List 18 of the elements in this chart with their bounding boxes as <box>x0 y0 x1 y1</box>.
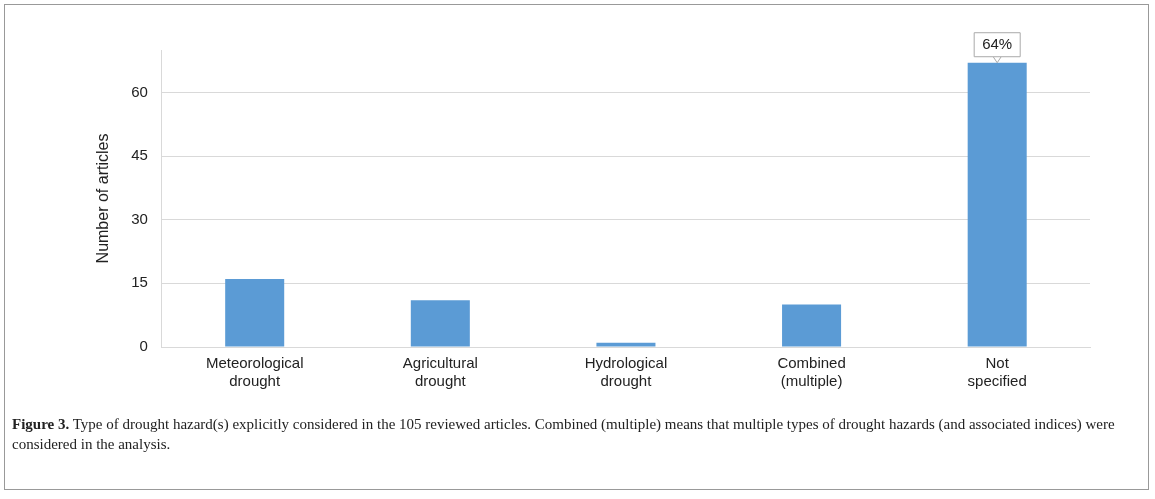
y-tick-label: 45 <box>131 146 148 164</box>
x-tick-label: Agricultural drought <box>402 354 478 390</box>
x-tick-label: Combined (multiple) <box>777 354 846 390</box>
y-tick-label: 30 <box>131 209 148 227</box>
caption: Figure 3. Type of drought hazard(s) explicitly considered in the 105 reviewed articles. Combined (multiple) means that multiple types of drought hazards (and associated indices) were considered in the analysis. <box>12 415 1116 454</box>
y-tick-label: 60 <box>131 82 148 100</box>
bar <box>596 342 656 347</box>
y-tick-label: 15 <box>131 273 148 291</box>
bar <box>410 300 470 347</box>
bar <box>225 279 285 347</box>
annotation: 64% <box>982 34 1013 52</box>
y-tick-label: 0 <box>139 337 148 355</box>
x-tick-label: Not specified <box>967 354 1027 390</box>
bar <box>782 304 842 347</box>
x-tick-label: Meteorological drought <box>205 354 304 390</box>
x-tick-label: Hydrological drought <box>584 354 668 390</box>
bar <box>967 62 1027 347</box>
y-axis-title: Number of articles <box>94 133 112 264</box>
